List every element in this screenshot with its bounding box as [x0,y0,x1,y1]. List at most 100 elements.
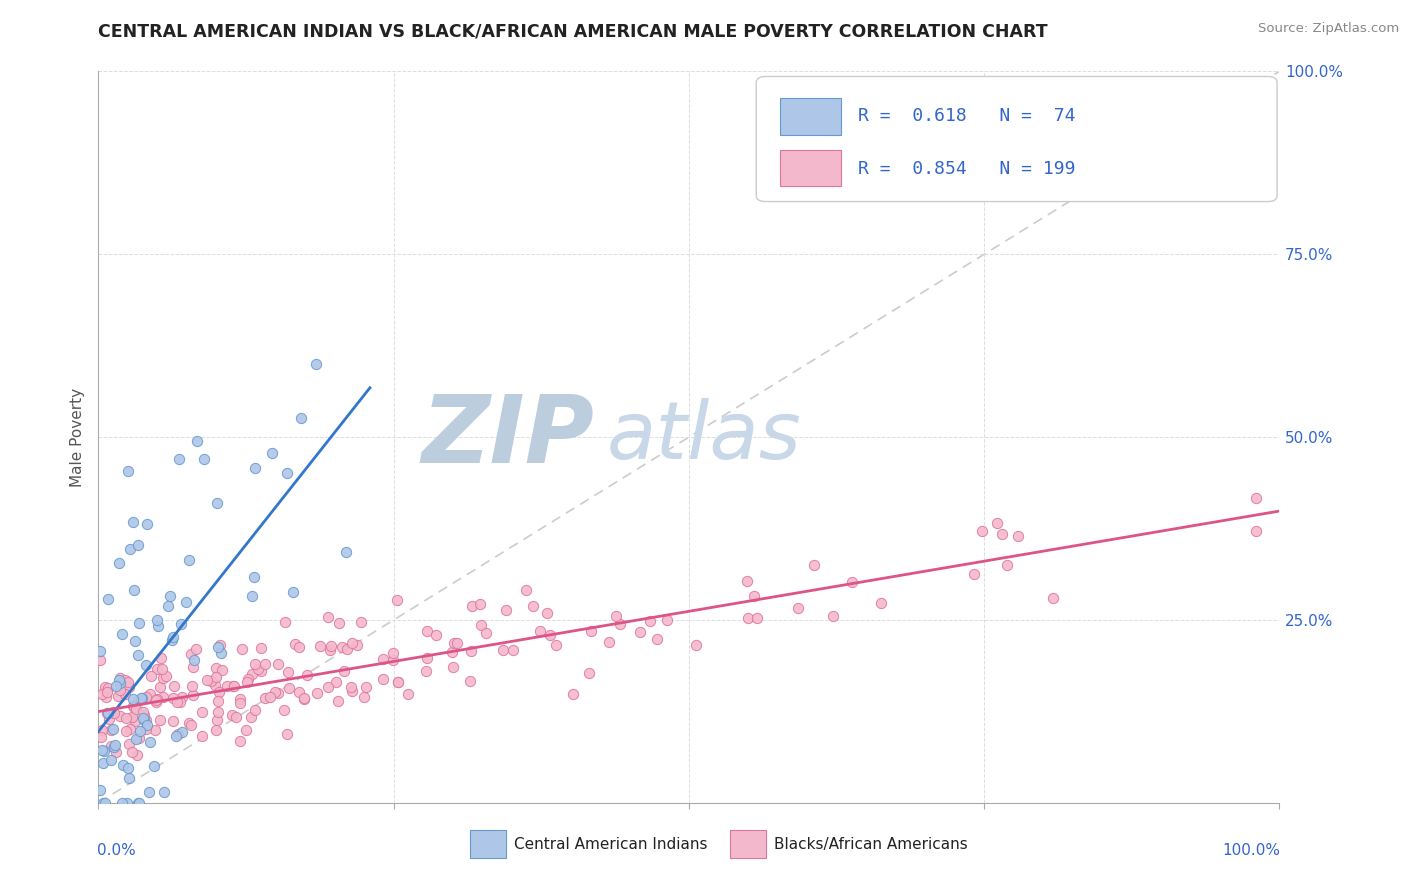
Point [416,651,439,665]
Point [118,737,141,751]
Point [132,713,155,727]
Point [191,729,214,743]
Point [342,636,364,650]
Point [146,619,169,633]
Point [139,735,162,749]
Point [208,684,231,698]
Point [207,694,229,708]
Point [107,689,129,703]
Point [354,680,377,694]
Point [209,646,232,660]
Point [295,668,318,682]
Point [170,616,193,631]
Point [305,357,328,371]
Point [191,705,214,719]
Point [284,637,307,651]
Text: Central American Indians: Central American Indians [515,837,707,852]
Y-axis label: Male Poverty: Male Poverty [70,387,86,487]
Point [207,705,229,719]
Point [385,593,408,607]
Point [240,667,263,681]
Point [277,665,299,679]
Point [127,694,149,708]
Point [787,600,810,615]
Point [396,686,419,700]
Point [628,625,651,640]
Point [162,632,184,647]
Point [986,516,1008,530]
Point [200,673,222,688]
Point [181,679,204,693]
Point [276,467,298,481]
Point [250,664,273,678]
Point [114,687,136,701]
Text: 100.0%: 100.0% [1223,843,1281,858]
Point [267,657,290,672]
Point [108,671,131,685]
Point [89,643,111,657]
Point [96,706,118,720]
Point [127,748,149,763]
Point [146,662,169,676]
Point [288,640,311,655]
Point [803,558,825,573]
Text: R =  0.854   N = 199: R = 0.854 N = 199 [858,160,1076,178]
Point [117,464,139,478]
Point [222,679,245,693]
Point [93,743,115,757]
Point [292,691,315,706]
Point [135,516,157,531]
Point [181,688,204,702]
Point [183,653,205,667]
Point [135,718,157,732]
Point [143,723,166,737]
Point [152,785,174,799]
Point [276,727,298,741]
Point [162,714,184,729]
Text: 0.0%: 0.0% [97,843,136,858]
FancyBboxPatch shape [730,830,766,858]
Point [1244,491,1267,506]
Point [128,796,150,810]
Point [89,653,111,667]
Point [655,613,678,627]
Point [205,714,228,728]
Point [387,674,409,689]
Point [307,686,329,700]
Point [100,723,122,738]
Point [166,695,188,709]
Point [747,611,769,625]
Point [578,665,600,680]
Point [125,731,148,746]
Point [309,640,332,654]
Point [193,452,215,467]
Point [373,651,395,665]
FancyBboxPatch shape [756,77,1277,202]
Point [823,609,845,624]
Point [278,681,301,696]
Point [167,452,190,467]
Point [470,617,492,632]
Point [536,607,558,621]
Point [638,614,661,628]
Point [267,686,290,700]
Point [91,756,114,771]
Point [138,785,160,799]
Point [221,680,243,694]
Point [124,714,146,728]
Point [328,616,350,631]
Point [132,711,155,725]
Point [841,574,863,589]
Point [105,745,128,759]
Point [290,411,312,425]
Point [205,661,228,675]
Point [152,671,174,685]
Point [207,640,229,654]
Point [124,633,146,648]
Point [737,611,759,625]
Point [215,679,238,693]
Point [184,642,207,657]
Point [319,643,342,657]
Point [319,639,342,653]
Point [316,610,339,624]
